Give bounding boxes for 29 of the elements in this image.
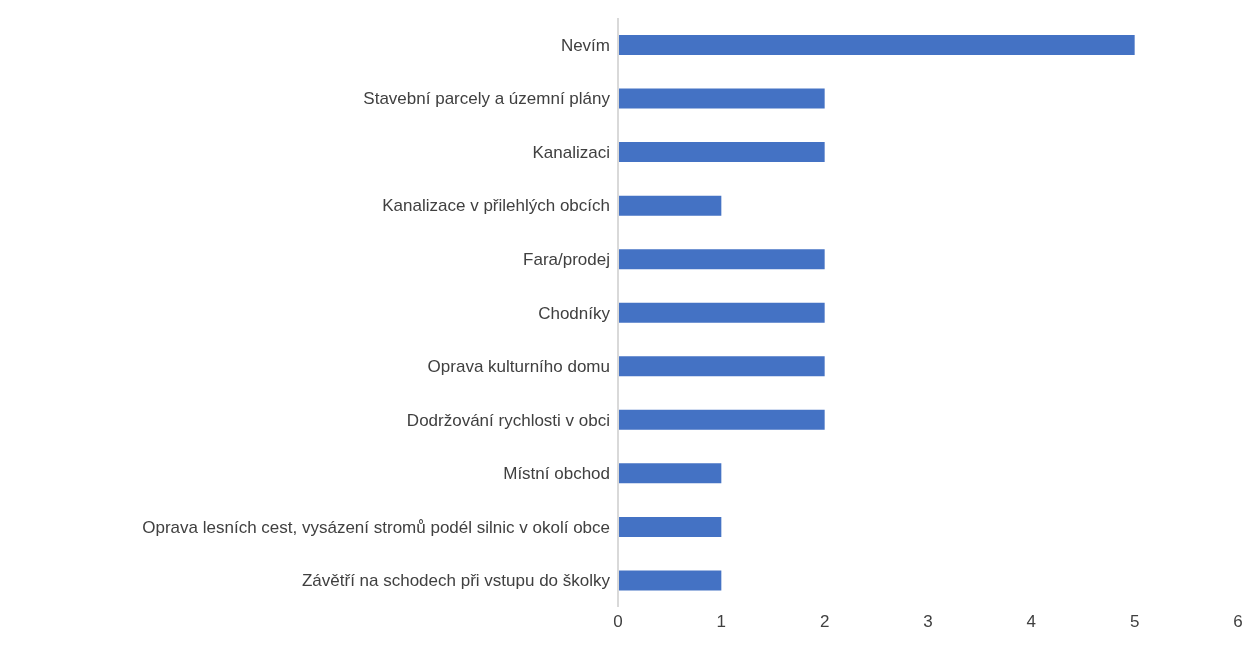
bar xyxy=(618,249,825,270)
x-tick-label: 1 xyxy=(716,612,727,632)
bar xyxy=(618,195,722,216)
x-tick-label: 0 xyxy=(613,612,623,632)
y-tick-label: Oprava lesních cest, vysázení stromů podél silnic v okolí obce xyxy=(142,517,610,537)
y-tick-label: Kanalizaci xyxy=(532,142,610,162)
y-tick-label: Nevím xyxy=(560,35,610,55)
y-tick-label: Oprava kulturního domu xyxy=(427,357,610,377)
y-tick-label: Místní obchod xyxy=(503,464,610,484)
bar xyxy=(618,356,825,377)
x-tick-label: 2 xyxy=(819,612,830,632)
y-tick-label: Stavební parcely a územní plány xyxy=(363,89,611,109)
bar xyxy=(618,35,1135,55)
x-tick-label: 3 xyxy=(923,612,933,632)
y-tick-label: Chodníky xyxy=(538,303,611,323)
y-tick-label: Závětří na schodech při vstupu do školky xyxy=(301,571,611,591)
bar xyxy=(618,516,722,537)
x-tick-label: 6 xyxy=(1233,612,1243,632)
bar xyxy=(618,302,825,323)
y-tick-label: Fara/prodej xyxy=(523,249,610,269)
bar xyxy=(618,463,722,484)
y-tick-label: Dodržování rychlosti v obci xyxy=(406,410,610,430)
bar xyxy=(618,88,825,109)
bar xyxy=(618,142,825,163)
x-tick-label: 5 xyxy=(1129,612,1140,632)
x-tick-label: 4 xyxy=(1026,612,1037,632)
y-tick-label: Kanalizace v přilehlých obcích xyxy=(382,196,610,216)
bar xyxy=(618,570,722,591)
bar xyxy=(618,409,825,430)
